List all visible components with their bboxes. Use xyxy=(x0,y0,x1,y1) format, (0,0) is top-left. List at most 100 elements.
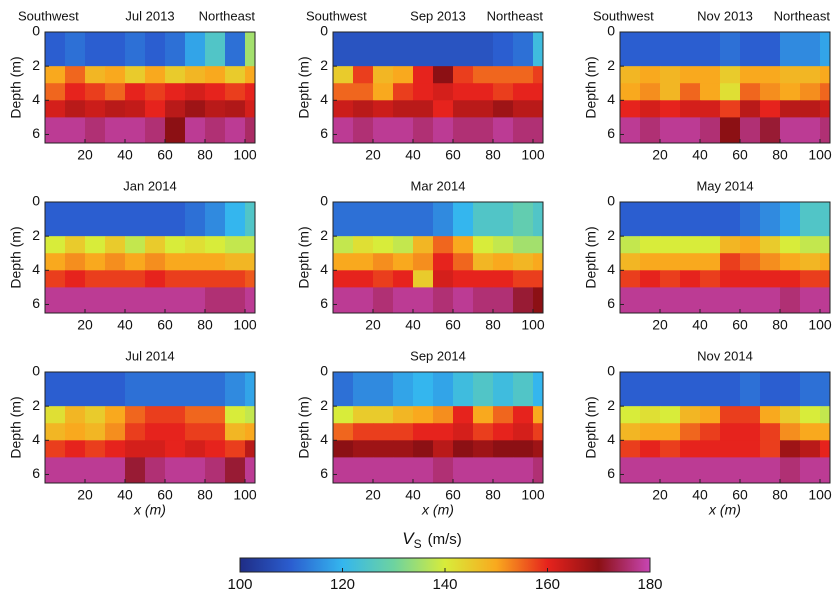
x-tick-label: 40 xyxy=(405,317,421,333)
heat-cell xyxy=(533,100,544,118)
heat-cell xyxy=(800,202,821,237)
heat-cell xyxy=(453,117,474,144)
heat-cell xyxy=(165,83,186,101)
heat-cell xyxy=(145,32,166,67)
heat-cell xyxy=(620,117,641,144)
heat-cell xyxy=(373,457,394,484)
heat-cell xyxy=(393,457,414,484)
heat-cell xyxy=(453,32,474,67)
x-axis-label: x (m) xyxy=(133,502,166,518)
heat-cell xyxy=(720,202,741,237)
heat-cell xyxy=(660,457,681,484)
heat-cell xyxy=(620,372,641,407)
heat-cell xyxy=(760,202,781,237)
heat-cell xyxy=(165,66,186,84)
heat-cell xyxy=(85,32,106,67)
heat-cell xyxy=(413,117,434,144)
heat-cell xyxy=(185,236,206,254)
heat-cell xyxy=(245,406,256,424)
heat-cell xyxy=(780,406,801,424)
heat-cell xyxy=(65,66,86,84)
heat-cell xyxy=(165,457,186,484)
heat-cell xyxy=(493,83,514,101)
heat-cell xyxy=(165,117,186,144)
heat-cell xyxy=(393,236,414,254)
panel-title: Jul 2014 xyxy=(125,348,174,363)
x-tick-label: 40 xyxy=(405,147,421,163)
heat-cell xyxy=(740,287,761,314)
label-sub: S xyxy=(414,537,422,551)
heat-cell xyxy=(433,83,454,101)
heat-cell xyxy=(45,83,66,101)
heat-cell xyxy=(680,66,701,84)
heat-cell xyxy=(680,253,701,271)
heat-cell xyxy=(373,287,394,314)
heat-cell xyxy=(65,406,86,424)
heat-cell xyxy=(185,423,206,441)
heat-cell xyxy=(45,423,66,441)
heat-cell xyxy=(225,117,246,144)
heat-cell xyxy=(453,66,474,84)
heat-cell xyxy=(225,83,246,101)
heat-cell xyxy=(373,423,394,441)
heat-cell xyxy=(533,372,544,407)
heat-cell xyxy=(800,287,821,314)
heat-cell xyxy=(640,440,661,458)
colorbar-tick-label: 180 xyxy=(637,576,662,593)
x-tick-label: 100 xyxy=(521,147,545,163)
heat-cell xyxy=(620,423,641,441)
heat-cell xyxy=(185,32,206,67)
heat-cell xyxy=(760,287,781,314)
heat-cell xyxy=(740,117,761,144)
heat-cell xyxy=(700,287,721,314)
x-tick-label: 20 xyxy=(365,317,381,333)
x-tick-label: 60 xyxy=(445,487,461,503)
axes-frame xyxy=(44,201,256,314)
heat-cell xyxy=(45,202,66,237)
heat-cell xyxy=(740,423,761,441)
heat-cell xyxy=(513,117,534,144)
y-axis-label: Depth (m) xyxy=(296,56,312,118)
heat-cell xyxy=(225,236,246,254)
heat-cell xyxy=(740,100,761,118)
heat-cell xyxy=(820,202,831,237)
heat-cell xyxy=(125,253,146,271)
heat-cell xyxy=(225,66,246,84)
heat-cell xyxy=(333,83,354,101)
heat-cell xyxy=(333,66,354,84)
heat-cell xyxy=(433,253,454,271)
heat-cell xyxy=(125,423,146,441)
heat-cell xyxy=(493,32,514,67)
heat-cell xyxy=(660,372,681,407)
heat-cell xyxy=(245,100,256,118)
heat-cell xyxy=(780,423,801,441)
heat-cell xyxy=(85,236,106,254)
heat-cell xyxy=(760,423,781,441)
y-tick-label: 2 xyxy=(32,397,40,413)
heat-cell xyxy=(453,423,474,441)
y-tick-label: 4 xyxy=(607,431,615,447)
heat-cell xyxy=(433,32,454,67)
heat-cell xyxy=(45,117,66,144)
heat-cell xyxy=(780,287,801,314)
heat-cell xyxy=(205,372,226,407)
heat-cell xyxy=(700,83,721,101)
heat-cell xyxy=(105,83,126,101)
heat-cell xyxy=(245,372,256,407)
heat-cell xyxy=(453,457,474,484)
heat-cell xyxy=(333,372,354,407)
x-tick-label: 80 xyxy=(772,147,788,163)
heat-cell xyxy=(533,423,544,441)
y-tick-label: 2 xyxy=(320,227,328,243)
heat-cell xyxy=(125,66,146,84)
heat-cell xyxy=(453,100,474,118)
x-tick-label: 20 xyxy=(77,487,93,503)
heat-cell xyxy=(165,406,186,424)
heat-cell xyxy=(45,236,66,254)
heat-cell xyxy=(700,440,721,458)
heat-cell xyxy=(513,253,534,271)
x-tick-label: 100 xyxy=(808,147,832,163)
heat-cell xyxy=(225,406,246,424)
heat-cell xyxy=(333,236,354,254)
